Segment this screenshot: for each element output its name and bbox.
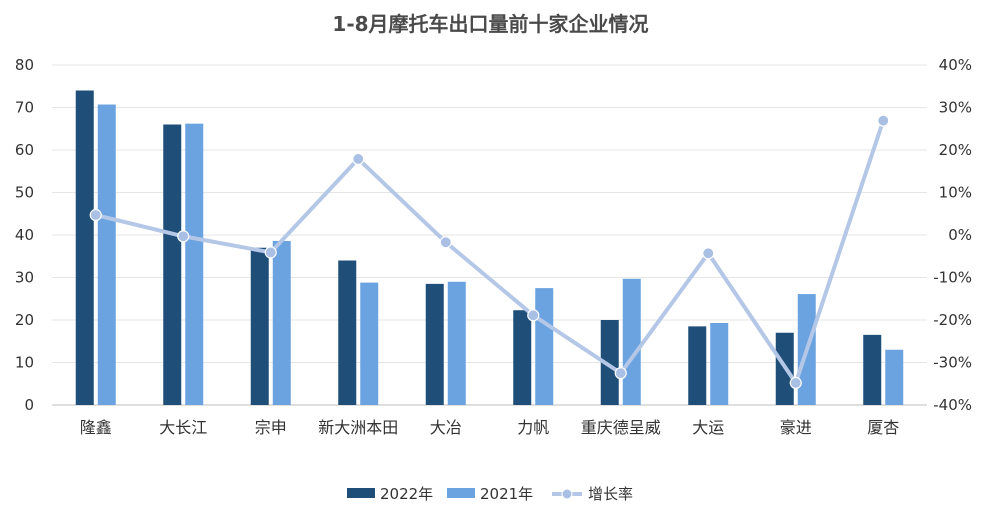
legend-marker: [561, 488, 573, 500]
bar-series1: [863, 334, 882, 405]
legend-swatch: [447, 488, 475, 498]
bar-series2: [622, 278, 641, 405]
y-right-tick-label: 0%: [948, 226, 972, 244]
y-right-tick-label: -30%: [933, 354, 972, 372]
chart-title: 1-8月摩托车出口量前十家企业情况: [332, 12, 649, 36]
x-category-label: 厦杏: [867, 418, 899, 437]
growth-rate-line: [93, 118, 886, 385]
bar-series2: [710, 322, 729, 405]
x-category-label: 隆鑫: [80, 418, 112, 437]
y-right-tick-label: -10%: [933, 269, 972, 287]
bar-series2: [185, 123, 204, 406]
bar-series1: [688, 326, 707, 405]
y-left-tick-label: 30: [15, 269, 34, 287]
y-right-tick-label: 30%: [939, 99, 972, 117]
x-category-label: 宗申: [255, 418, 287, 437]
bar-series2: [535, 288, 554, 405]
x-category-label: 大冶: [430, 418, 462, 437]
bar-series2: [447, 281, 466, 405]
x-category-label: 重庆德呈威: [581, 418, 661, 437]
growth-rate-point: [877, 114, 890, 127]
y-left-tick-label: 10: [15, 354, 34, 372]
x-category-label: 力帆: [517, 418, 549, 437]
y-right-tick-label: -20%: [933, 311, 972, 329]
x-category-label: 大长江: [159, 418, 207, 437]
y-left-tick-label: 60: [15, 141, 34, 159]
growth-rate-point: [439, 236, 452, 249]
bar-series1: [600, 320, 619, 405]
growth-rate-point: [614, 367, 627, 380]
y-left-tick-label: 70: [15, 99, 34, 117]
x-category-label: 豪进: [780, 418, 812, 437]
bar-series2: [360, 282, 379, 405]
y-left-tick-label: 80: [15, 56, 34, 74]
growth-rate-point: [352, 152, 365, 166]
x-category-label: 大运: [692, 418, 724, 437]
y-right-tick-label: 10%: [939, 184, 972, 202]
legend-label: 2021年: [480, 485, 533, 503]
growth-rate-point: [89, 208, 102, 222]
x-category-label: 新大洲本田: [318, 418, 398, 437]
bar-series1: [513, 310, 532, 405]
bar-series1: [163, 124, 182, 405]
bar-series2: [885, 349, 904, 405]
y-right-tick-label: -40%: [933, 396, 972, 414]
y-left-tick-label: 0: [24, 396, 34, 414]
bar-series2: [97, 104, 116, 406]
growth-rate-point: [702, 247, 715, 260]
bar-series1: [75, 90, 94, 405]
growth-rate-point: [527, 309, 540, 322]
growth-rate-point: [264, 246, 277, 259]
bar-series1: [425, 283, 444, 405]
y-left-tick-label: 20: [15, 311, 34, 329]
bar-series1: [250, 247, 269, 405]
legend-label: 2022年: [380, 485, 433, 503]
growth-rate-point: [177, 230, 190, 243]
bar-series2: [272, 240, 291, 405]
legend-label: 增长率: [588, 485, 633, 503]
y-left-tick-label: 50: [15, 184, 34, 202]
y-left-tick-label: 40: [15, 226, 34, 244]
y-right-tick-label: 20%: [939, 141, 972, 159]
y-right-tick-label: 40%: [939, 56, 972, 74]
growth-rate-point: [789, 376, 802, 389]
legend-swatch: [347, 488, 375, 498]
bar-series1: [338, 260, 357, 405]
